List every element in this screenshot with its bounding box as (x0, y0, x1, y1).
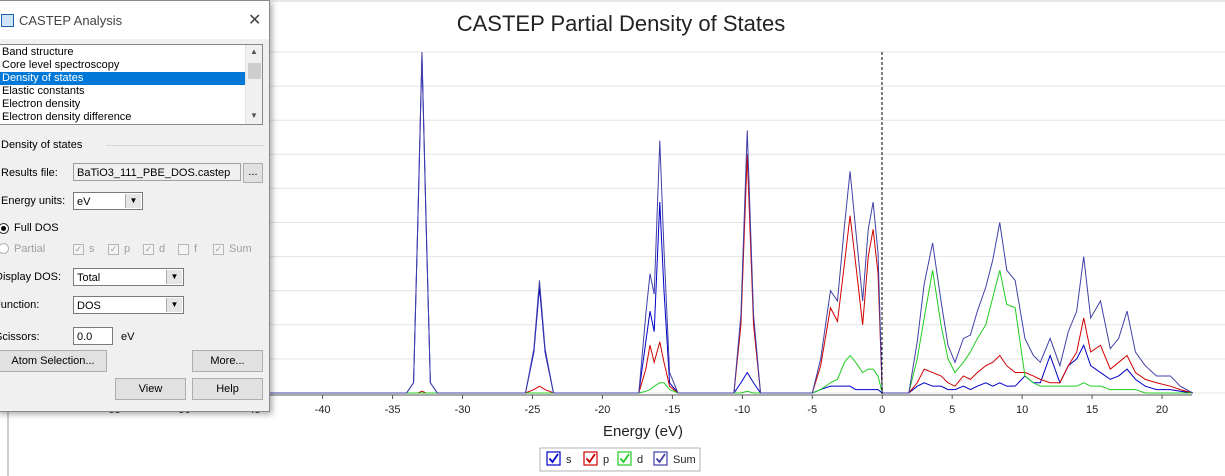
legend-check (585, 453, 596, 464)
function-label: Function: (0, 299, 40, 311)
x-tick-label: 10 (1016, 404, 1028, 416)
plot (84, 51, 1194, 394)
x-axis-label: Energy (eV) (603, 423, 683, 440)
task-item[interactable]: Core level spectroscopy (2, 59, 120, 71)
x-tick-label: -20 (594, 404, 610, 416)
app-icon (1, 14, 14, 27)
display-dos-select[interactable]: Total ▼ (73, 268, 184, 286)
scroll-up[interactable]: ▲ (250, 47, 258, 56)
partial-option-label: f (194, 243, 198, 255)
full-dos-label: Full DOS (14, 222, 59, 234)
dos-line (84, 154, 1193, 394)
legend-checkbox (617, 451, 632, 466)
legend-check (655, 453, 666, 464)
function-select[interactable]: DOS ▼ (73, 296, 184, 314)
results-file-label: Results file: (1, 167, 58, 179)
legend-label: s (566, 454, 572, 466)
dropdown-arrow[interactable]: ▼ (125, 194, 141, 208)
scissors-unit: eV (121, 331, 135, 343)
browse-button[interactable]: ... (243, 163, 263, 183)
legend-check (548, 453, 559, 464)
scroll-down[interactable]: ▼ (250, 111, 258, 120)
legend-items: s p d Sum (546, 451, 696, 466)
dos-line (84, 270, 1193, 394)
partial-label: Partial (14, 243, 46, 255)
task-item[interactable]: Electron density (2, 98, 81, 110)
partial-radio[interactable] (0, 243, 9, 254)
partial-checkbox[interactable]: ✓ (108, 244, 119, 255)
scrollbar[interactable]: ▲ ▼ (245, 45, 262, 124)
legend-label: p (603, 454, 609, 466)
partial-checkbox[interactable]: ✓ (73, 244, 84, 255)
task-list[interactable]: ▲ ▼ Band structure Core level spectroscop… (0, 44, 263, 125)
x-tick-label: 20 (1156, 404, 1168, 416)
legend-checkbox (653, 451, 668, 466)
x-tick-label: -35 (385, 404, 401, 416)
legend-checkbox (546, 451, 561, 466)
full-dos-radio[interactable] (0, 223, 9, 234)
x-tick-label: -15 (664, 404, 680, 416)
group-line (106, 145, 264, 146)
legend-label: Sum (673, 454, 696, 466)
display-dos-label: Display DOS: (0, 271, 62, 283)
partial-checkbox[interactable] (178, 244, 189, 255)
x-tick-label: 15 (1086, 404, 1098, 416)
group-label: Density of states (1, 139, 83, 151)
results-file-field[interactable]: BaTiO3_111_PBE_DOS.castep (73, 163, 241, 181)
x-tick-label: 5 (949, 404, 955, 416)
energy-units-label: Energy units: (1, 195, 66, 207)
close-button[interactable]: ✕ (248, 12, 262, 29)
dialog-title: CASTEP Analysis (19, 13, 123, 28)
legend-label: d (637, 454, 643, 466)
legend-check (619, 453, 630, 464)
more-button[interactable]: More... (192, 350, 263, 372)
energy-units-select[interactable]: eV ▼ (73, 192, 143, 210)
dropdown-arrow[interactable]: ▼ (166, 270, 182, 284)
scissors-field[interactable]: 0.0 (73, 327, 113, 345)
energy-units-value: eV (77, 196, 91, 208)
x-tick-label: -25 (525, 404, 541, 416)
partial-checkbox[interactable]: ✓ (213, 244, 224, 255)
scroll-thumb[interactable] (248, 63, 261, 79)
chart-title: CASTEP Partial Density of States (457, 11, 786, 36)
partial-option-label: p (124, 243, 131, 255)
partial-option-label: Sum (229, 243, 252, 255)
dos-line (84, 51, 1194, 394)
help-button[interactable]: Help (192, 378, 263, 400)
partial-option-label: s (89, 243, 95, 255)
partial-option-label: d (159, 243, 166, 255)
task-item[interactable]: Elastic constants (2, 85, 85, 97)
x-tick-label: -30 (455, 404, 471, 416)
legend-checkbox (583, 451, 598, 466)
x-tick-label: -5 (807, 404, 817, 416)
task-item[interactable]: Band structure (2, 46, 74, 58)
display-dos-value: Total (77, 272, 101, 284)
x-tick-label: 0 (879, 404, 885, 416)
partial-checkbox[interactable]: ✓ (143, 244, 154, 255)
castep-analysis-dialog: CASTEP Analysis ✕ ▲ ▼ Band structure Core… (0, 0, 270, 412)
scissors-label: Scissors: (0, 331, 40, 343)
task-item[interactable]: Electron density difference (2, 111, 132, 123)
x-tick-label: -40 (315, 404, 331, 416)
x-tick-label: -10 (734, 404, 750, 416)
dropdown-arrow[interactable]: ▼ (166, 298, 182, 312)
function-value: DOS (77, 300, 101, 312)
atom-selection-button[interactable]: Atom Selection... (0, 350, 107, 372)
task-item[interactable]: Density of states (0, 72, 245, 85)
title-bar: CASTEP Analysis ✕ (0, 1, 269, 39)
view-button[interactable]: View (115, 378, 186, 400)
